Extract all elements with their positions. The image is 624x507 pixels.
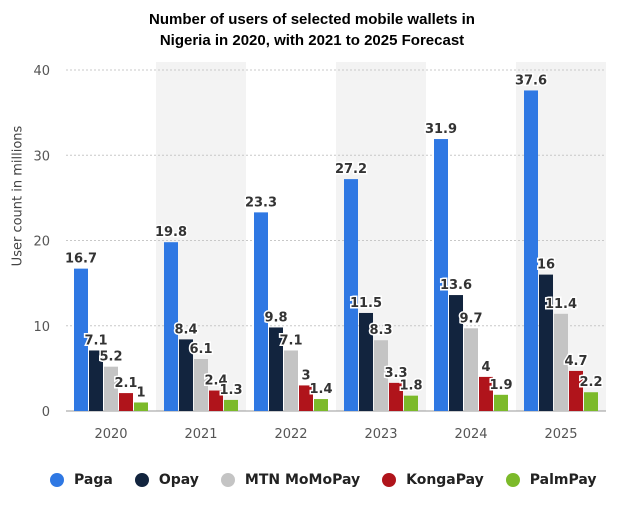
bar-kongapay[interactable] [569,370,583,411]
data-label: 9.8 [264,310,287,325]
data-label: 3 [301,368,310,383]
bar-kongapay[interactable] [479,376,493,411]
legend-marker [220,473,235,487]
x-tick-label: 2022 [274,427,307,442]
data-label: 31.9 [425,122,457,137]
data-label: 3.3 [384,366,407,381]
bar-kongapay[interactable] [209,390,223,411]
bar-paga[interactable] [164,242,178,411]
bar-mtn-momopay[interactable] [104,366,118,411]
plot-area: 0 10 20 30 40 2020 16.7 7.1 5.2 2.11 2021 19.8 8.4 6.… [33,62,606,442]
legend-marker [382,473,397,487]
chart-title-line-2: Nigeria in 2020, with 2021 to 2025 Forec… [159,32,465,49]
y-tick-label: 0 [42,405,50,420]
bar-palmpay[interactable] [584,392,598,411]
legend-item-opay[interactable]: Opay [134,472,199,488]
bar-opay[interactable] [269,327,283,411]
chart-title: Number of users of selected mobile walle… [0,9,624,51]
x-tick-label: 2020 [94,427,127,442]
bar-mtn-momopay[interactable] [554,313,568,411]
bar-paga[interactable] [524,90,538,412]
data-label: 4.7 [564,354,587,369]
data-label: 1.3 [219,383,242,398]
bar-paga[interactable] [74,268,88,411]
y-tick-label: 40 [33,64,50,79]
bar-opay[interactable] [539,274,553,411]
data-label: 23.3 [245,195,277,210]
legend-label: MTN MoMoPay [244,472,361,488]
bar-mtn-momopay[interactable] [374,340,388,411]
data-label: 16 [537,258,555,273]
legend-item-kongapay[interactable]: KongaPay [382,472,484,488]
y-tick-label: 20 [33,235,50,250]
data-label: 5.2 [99,350,122,365]
legend-item-paga[interactable]: Paga [50,472,113,488]
data-label: 8.3 [369,323,392,338]
legend-marker [134,473,149,487]
bar-palmpay[interactable] [314,399,328,411]
legend-marker [50,473,64,487]
data-label: 1.8 [399,379,422,394]
bar-paga[interactable] [434,139,448,412]
data-label: 7.1 [84,333,107,348]
x-tick-label: 2023 [364,427,397,442]
bar-kongapay[interactable] [119,393,133,411]
legend-item-palmpay[interactable]: PalmPay [505,472,597,488]
data-label: 19.8 [155,225,187,240]
bar-mtn-momopay[interactable] [464,328,478,411]
x-tick-label: 2021 [184,427,217,442]
bar-opay[interactable] [359,312,373,411]
chart-title-line-1: Number of users of selected mobile walle… [149,11,475,28]
bar-opay[interactable] [89,350,103,411]
bar-palmpay[interactable] [494,394,508,411]
data-label: 1.9 [489,378,512,393]
bar-opay[interactable] [179,339,193,411]
bar-palmpay[interactable] [404,395,418,411]
data-label: 37.6 [515,73,547,88]
bar-paga[interactable] [254,212,268,411]
data-label: 7.1 [279,333,302,348]
x-tick-label: 2024 [454,427,487,442]
x-tick-label: 2025 [544,427,577,442]
data-label: 1 [136,385,145,400]
data-label: 11.4 [545,297,577,312]
data-label: 2.4 [204,374,227,389]
bar-paga[interactable] [344,179,358,411]
bar-mtn-momopay[interactable] [194,358,208,411]
data-label: 9.7 [459,311,482,326]
legend-label: Paga [74,472,113,488]
bar-opay[interactable] [449,295,463,411]
y-tick-label: 10 [33,320,50,335]
legend-label: KongaPay [406,472,484,488]
data-label: 4 [481,360,490,375]
data-label: 8.4 [174,322,197,337]
legend-marker [505,473,520,487]
data-label: 2.2 [579,375,602,390]
bar-mtn-momopay[interactable] [284,350,298,411]
bar-kongapay[interactable] [389,382,403,411]
data-label: 16.7 [65,252,97,267]
bar-palmpay[interactable] [224,399,238,411]
data-label: 11.5 [350,296,382,311]
data-label: 13.6 [440,278,472,293]
bar-kongapay[interactable] [299,385,313,411]
y-tick-label: 30 [33,149,50,164]
legend: Paga Opay MTN MoMoPay KongaPay PalmPay [50,472,619,488]
data-label: 6.1 [189,342,212,357]
legend-label: PalmPay [529,472,597,488]
data-label: 27.2 [335,162,367,177]
legend-item-mtn-momopay[interactable]: MTN MoMoPay [220,472,361,488]
data-label: 1.4 [309,382,332,397]
bar-palmpay[interactable] [134,402,148,411]
legend-label: Opay [158,472,199,488]
data-label: 2.1 [114,376,137,391]
